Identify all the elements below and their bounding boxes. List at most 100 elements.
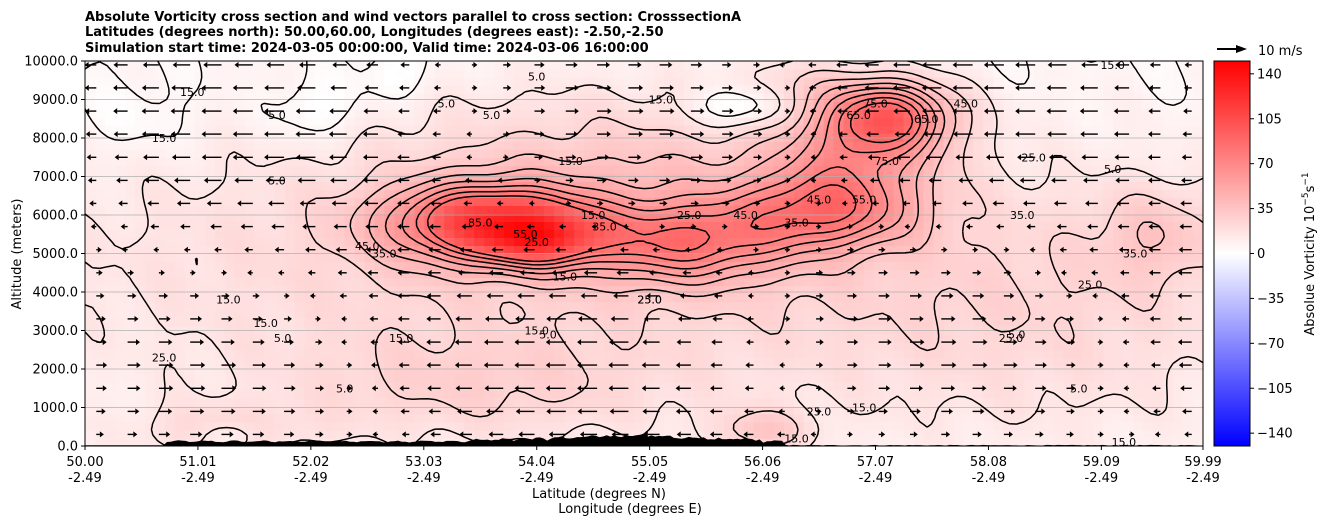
field-cell [1113,85,1124,94]
field-cell [364,141,376,150]
field-cell [993,213,1004,223]
field-cell [604,341,615,351]
field-cell [434,405,445,415]
field-cell [1043,357,1054,367]
field-cell [1043,437,1054,446]
field-cell [254,205,266,214]
field-cell [624,373,635,383]
field-cell [434,341,445,351]
field-cell [783,429,795,439]
field-cell [564,373,575,383]
field-cell [584,421,595,431]
field-cell [394,301,406,311]
field-cell [134,405,146,415]
field-cell [254,237,266,247]
field-cell [354,237,366,247]
field-cell [913,365,925,375]
field-cell [873,277,885,287]
field-cell [234,397,246,407]
field-cell [1113,309,1124,319]
field-cell [1113,349,1124,359]
field-cell [364,421,376,431]
field-cell [1013,213,1024,223]
field-cell [294,213,306,223]
field-cell [244,325,256,335]
field-cell [733,341,745,351]
field-cell [574,149,585,158]
field-cell [314,189,326,198]
field-cell [793,413,805,423]
field-cell [85,133,96,142]
field-cell [983,309,994,319]
field-cell [144,325,156,335]
field-cell [1043,349,1054,359]
field-cell [893,429,905,439]
field-cell [594,253,605,263]
field-cell [673,189,685,198]
field-cell [394,173,406,182]
field-cell [803,181,815,190]
field-cell [294,245,306,255]
field-cell [194,301,206,311]
field-cell [614,205,625,214]
field-cell [843,197,855,206]
field-cell [274,333,286,343]
field-cell [474,301,485,311]
field-cell [614,229,625,239]
field-cell [1113,397,1124,407]
field-cell [663,253,675,263]
field-cell [803,293,815,303]
field-cell [374,205,386,214]
field-cell [534,93,545,102]
field-cell [444,93,455,102]
field-cell [364,325,376,335]
field-cell [683,389,695,399]
field-cell [454,413,465,423]
field-cell [184,253,196,263]
field-cell [404,325,416,335]
field-cell [703,389,715,399]
field-cell [374,389,386,399]
field-cell [1033,93,1044,102]
field-cell [494,317,505,327]
field-cell [983,349,994,359]
field-cell [793,389,805,399]
field-cell [863,197,875,206]
field-cell [124,437,136,446]
field-cell [783,325,795,335]
field-cell [474,181,485,190]
field-cell [414,277,425,287]
field-cell [1023,125,1034,134]
field-cell [1053,253,1064,263]
field-cell [204,325,216,335]
field-cell [194,133,206,142]
field-cell [1073,285,1084,295]
field-cell [753,269,765,279]
field-cell [943,109,955,118]
field-cell [464,125,475,134]
field-cell [713,117,725,126]
field-cell [803,381,815,391]
field-cell [324,93,336,102]
field-cell [254,173,266,182]
field-cell [324,429,336,439]
field-cell [184,285,196,295]
field-cell [124,333,136,343]
field-cell [234,157,246,166]
field-cell [763,141,775,150]
field-cell [424,349,435,359]
field-cell [114,421,126,431]
field-cell [244,101,256,110]
field-cell [174,285,186,295]
field-cell [264,157,276,166]
field-cell [843,237,855,247]
field-cell [454,61,465,70]
field-cell [614,405,625,415]
field-cell [773,181,785,190]
field-cell [304,389,316,399]
field-cell [344,93,356,102]
field-cell [344,325,356,335]
field-cell [174,141,186,150]
field-cell [594,341,605,351]
field-cell [723,421,735,431]
